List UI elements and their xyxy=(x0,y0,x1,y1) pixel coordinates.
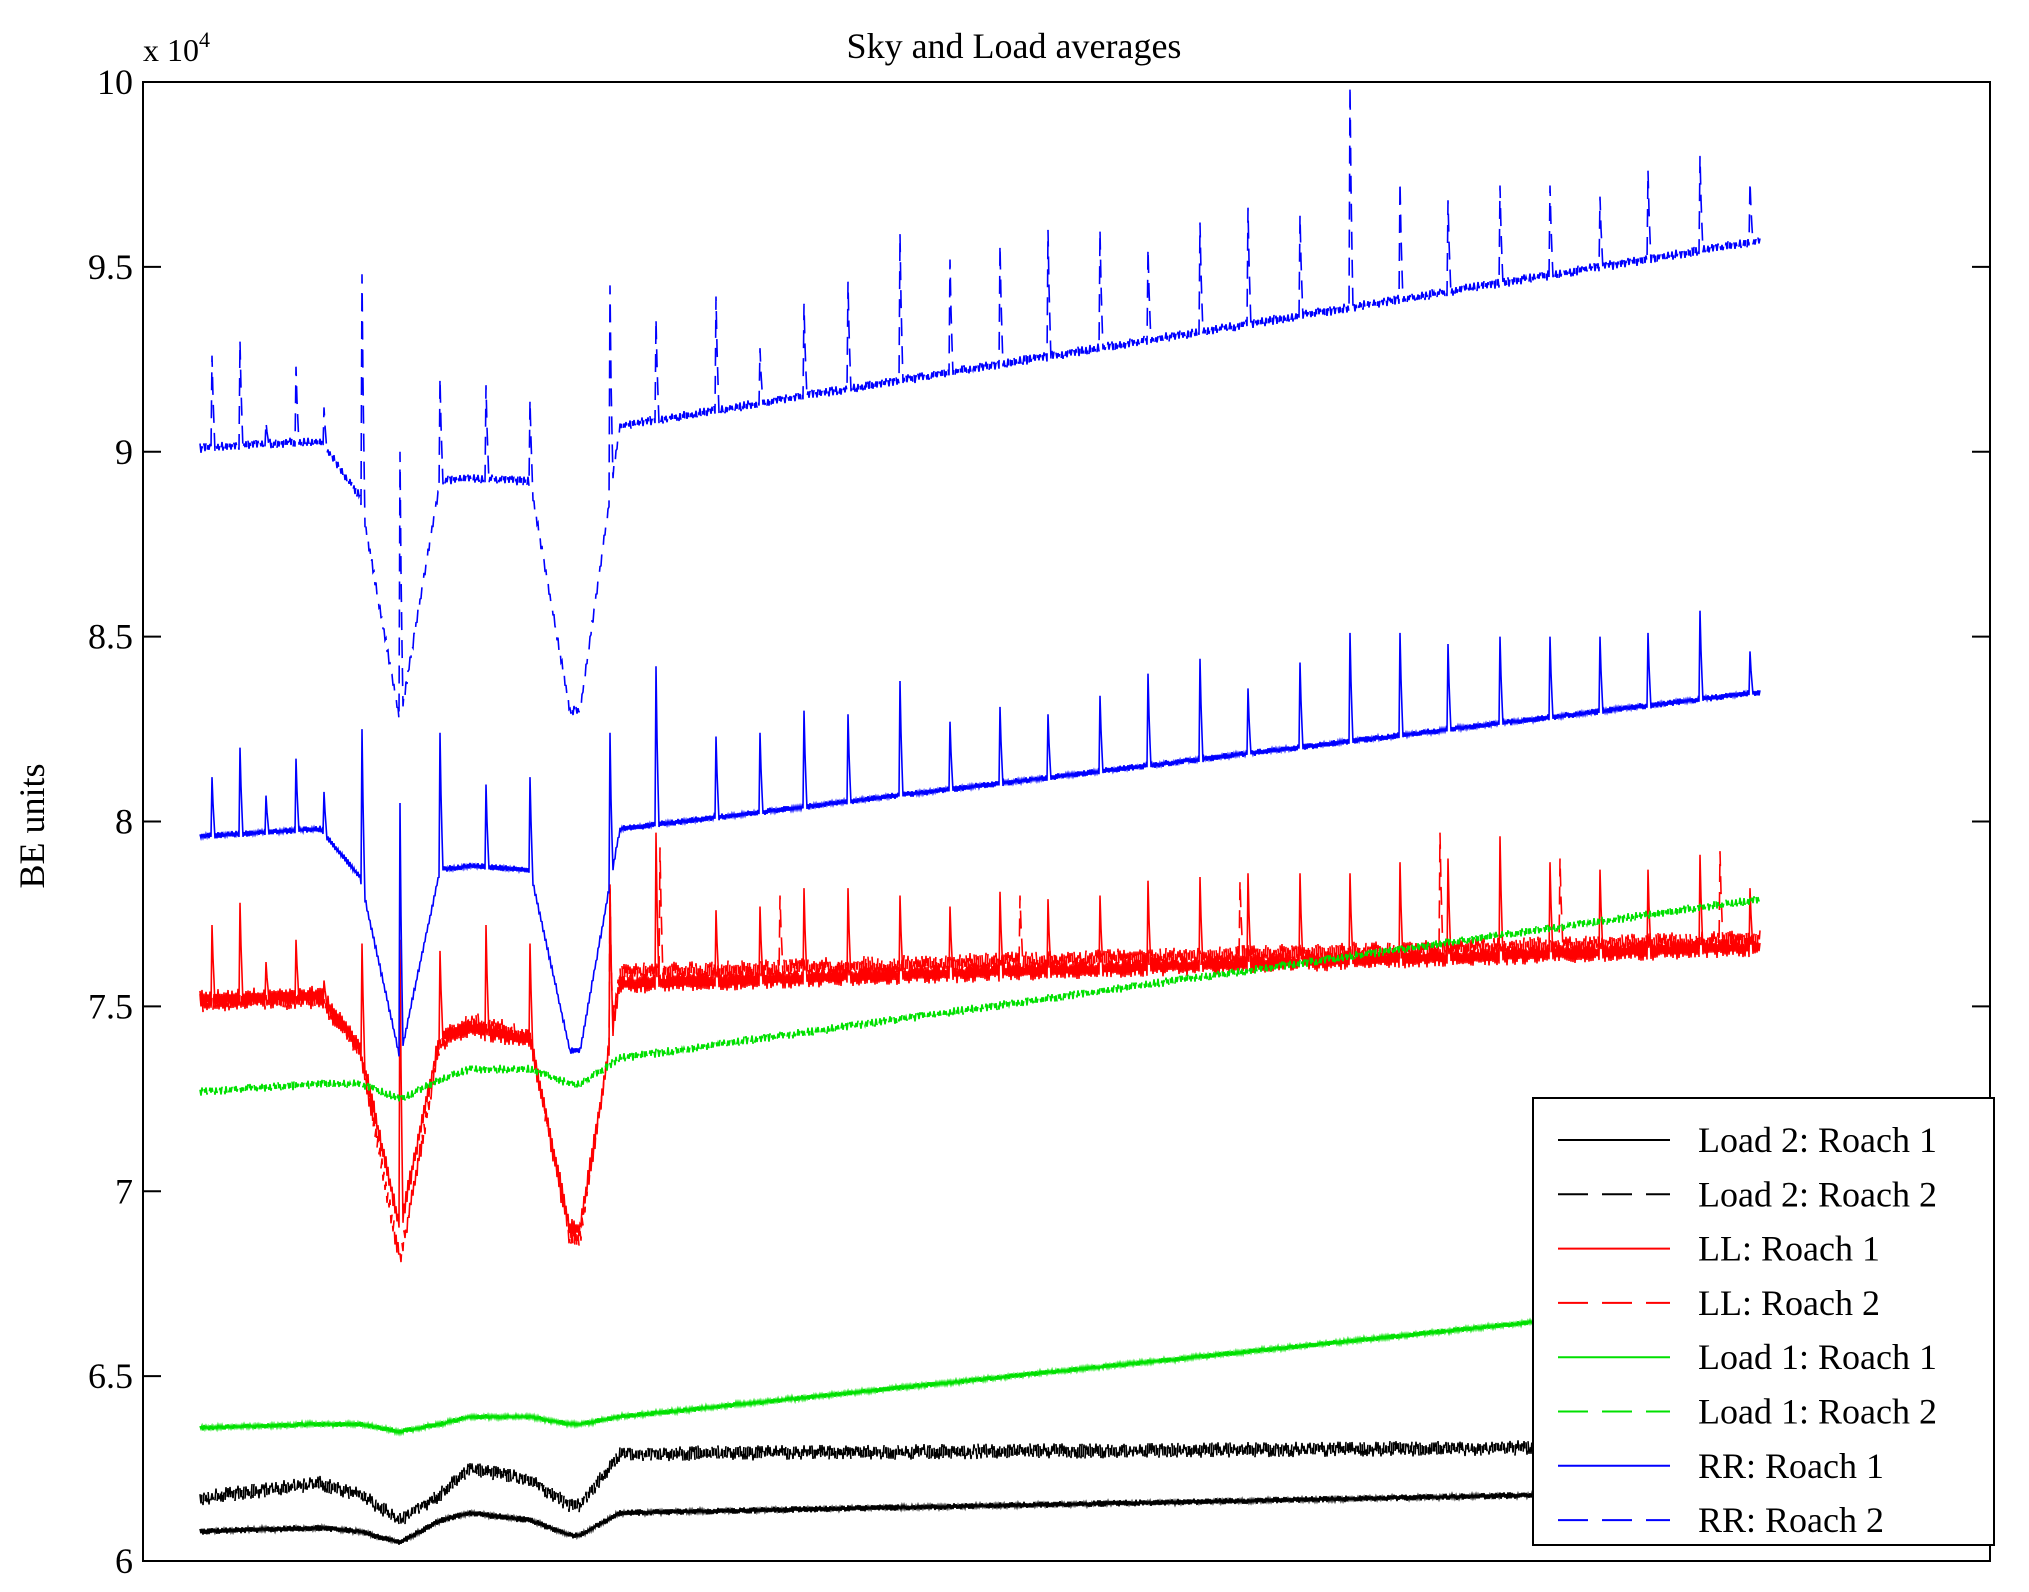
series-line-8 xyxy=(199,85,1761,720)
legend-items: Load 2: Roach 1 Load 2: Roach 2 LL: Roach … xyxy=(1558,1120,1937,1540)
y-tick-label: 7.5 xyxy=(88,986,133,1026)
legend-label-3: LL: Roach 1 xyxy=(1698,1229,1880,1269)
legend-label-4: LL: Roach 2 xyxy=(1698,1283,1880,1323)
y-axis-multiplier-exponent: 4 xyxy=(199,27,210,52)
plot-series xyxy=(199,85,1761,1545)
y-tick-label: 8 xyxy=(115,802,133,842)
legend-box xyxy=(1532,1097,1995,1546)
legend-label-7: RR: Roach 1 xyxy=(1698,1446,1884,1486)
legend-label-2: Load 2: Roach 2 xyxy=(1698,1174,1937,1214)
series-line-7 xyxy=(199,610,1761,1057)
y-axis-multiplier: x 104 xyxy=(143,27,210,68)
series-line-3 xyxy=(199,832,1761,1239)
legend-label-5: Load 1: Roach 1 xyxy=(1698,1337,1937,1377)
chart-title: Sky and Load averages xyxy=(847,26,1182,66)
y-tick-label: 9 xyxy=(115,432,133,472)
y-tick-label: 6 xyxy=(115,1541,133,1581)
series-line-4 xyxy=(199,832,1761,1263)
legend: Load 2: Roach 1 Load 2: Roach 2 LL: Roach … xyxy=(1532,1097,1995,1546)
y-tick-label: 6.5 xyxy=(88,1356,133,1396)
y-tick-label: 8.5 xyxy=(88,617,133,657)
y-axis-label: BE units xyxy=(12,763,52,888)
series-line-2 xyxy=(199,1438,1761,1525)
series-line-5 xyxy=(199,1294,1761,1437)
legend-label-6: Load 1: Roach 2 xyxy=(1698,1392,1937,1432)
y-axis-ticks: 6 6.5 7 7.5 8 8.5 9 9.5 10 xyxy=(88,62,1990,1581)
legend-label-1: Load 2: Roach 1 xyxy=(1698,1120,1937,1160)
y-tick-label: 10 xyxy=(97,62,133,102)
y-tick-label: 7 xyxy=(115,1171,133,1211)
series-line-1 xyxy=(199,1486,1761,1545)
y-tick-label: 9.5 xyxy=(88,247,133,287)
legend-label-8: RR: Roach 2 xyxy=(1698,1500,1884,1540)
y-axis-multiplier-base: x 10 xyxy=(143,32,199,68)
